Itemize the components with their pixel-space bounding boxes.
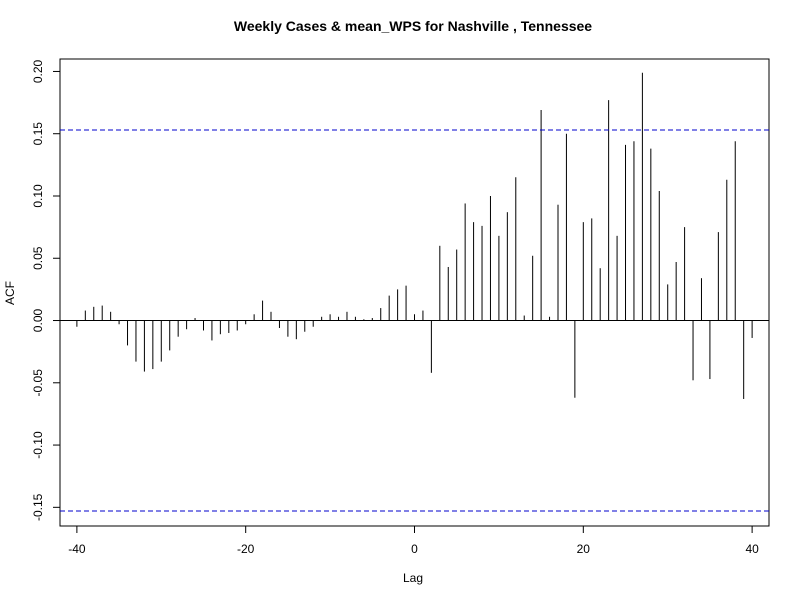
y-axis-label: ACF — [3, 281, 17, 305]
x-tick-label: 0 — [411, 542, 418, 556]
y-tick-label: -0.15 — [31, 493, 45, 521]
x-tick-label: 40 — [745, 542, 759, 556]
x-tick-label: -20 — [237, 542, 255, 556]
x-tick-label: 20 — [577, 542, 591, 556]
plot-frame — [59, 58, 770, 527]
x-axis-label: Lag — [403, 571, 423, 585]
y-tick-label: 0.00 — [31, 309, 45, 333]
y-tick-label: -0.05 — [31, 369, 45, 397]
x-tick-label: -40 — [68, 542, 86, 556]
y-tick-label: -0.10 — [31, 431, 45, 459]
y-tick-label: 0.20 — [31, 59, 45, 83]
y-tick-label: 0.05 — [31, 246, 45, 270]
y-axis: -0.15 -0.10 -0.05 0.00 0.05 0.10 0.15 0.20 — [31, 59, 61, 521]
x-axis: -40 -20 0 20 40 — [68, 525, 759, 556]
confidence-bounds — [60, 129, 769, 512]
y-tick-label: 0.10 — [31, 184, 45, 208]
acf-bars — [76, 72, 753, 399]
y-tick-label: 0.15 — [31, 122, 45, 146]
chart-title: Weekly Cases & mean_WPS for Nashville , … — [234, 18, 592, 34]
